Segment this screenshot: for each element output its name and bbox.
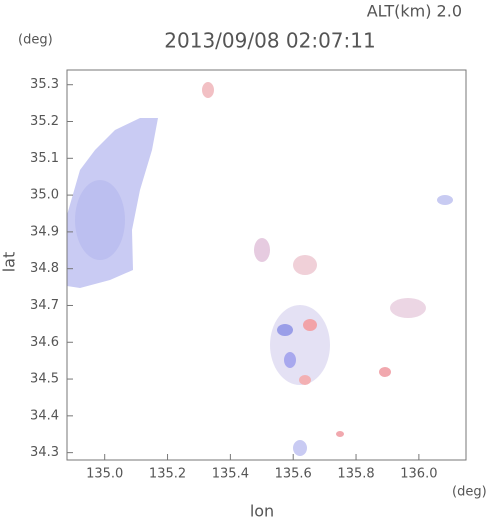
x-tick-label: 135.2 xyxy=(149,467,186,482)
y-tick-label: 35.2 xyxy=(30,114,59,129)
echo-region xyxy=(293,440,307,456)
echo-region xyxy=(75,180,125,260)
radar-echoes xyxy=(67,82,453,456)
x-tick-label: 135.8 xyxy=(337,467,374,482)
y-tick-label: 34.6 xyxy=(30,335,59,350)
x-tick-label: 135.0 xyxy=(86,467,123,482)
chart-title: 2013/09/08 02:07:11 xyxy=(164,29,375,53)
x-tick-label: 135.4 xyxy=(212,467,249,482)
altitude-label: ALT(km) 2.0 xyxy=(367,2,462,21)
y-unit: (deg) xyxy=(18,33,53,48)
x-tick-label: 135.6 xyxy=(275,467,312,482)
echo-region xyxy=(390,298,426,318)
y-tick-label: 35.1 xyxy=(30,151,59,166)
echo-region xyxy=(303,319,317,331)
echo-region xyxy=(254,238,270,262)
echo-region xyxy=(284,352,296,368)
y-tick-label: 34.9 xyxy=(30,224,59,239)
y-tick-label: 34.4 xyxy=(30,408,59,423)
x-axis-label: lon xyxy=(250,502,274,521)
echo-region xyxy=(379,367,391,377)
y-axis-label: lat xyxy=(0,252,19,273)
echo-region xyxy=(293,255,317,275)
echo-region xyxy=(277,324,293,336)
y-tick-label: 35.3 xyxy=(30,77,59,92)
y-tick-label: 35.0 xyxy=(30,188,59,203)
y-tick-label: 34.8 xyxy=(30,261,59,276)
y-tick-label: 34.3 xyxy=(30,445,59,460)
echo-region xyxy=(299,375,311,385)
y-tick-label: 34.7 xyxy=(30,298,59,313)
echo-region xyxy=(270,305,330,385)
plot-frame xyxy=(66,69,467,461)
x-unit: (deg) xyxy=(452,485,487,500)
echo-region xyxy=(202,82,214,98)
y-tick-label: 34.5 xyxy=(30,372,59,387)
echo-region xyxy=(336,431,344,437)
echo-region xyxy=(437,195,453,205)
x-tick-label: 136.0 xyxy=(400,467,437,482)
